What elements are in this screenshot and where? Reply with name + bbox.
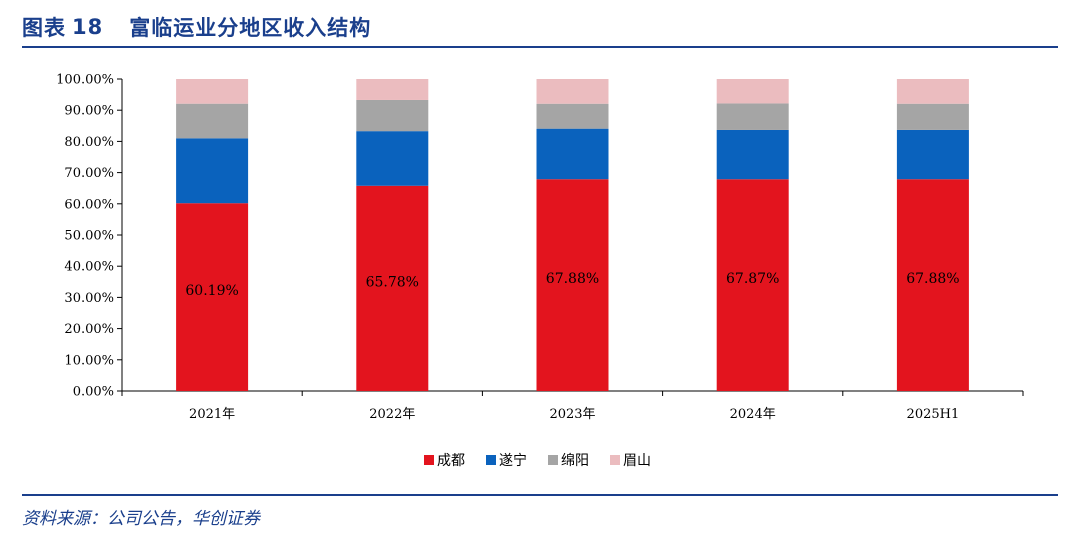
bar-segment	[536, 179, 609, 391]
bar-segment	[716, 103, 789, 130]
bar-segment	[356, 131, 429, 186]
bar-segment	[356, 185, 429, 391]
bar-segment	[356, 99, 429, 132]
legend: 成都 遂宁 绵阳 眉山	[424, 452, 651, 469]
bar-segment	[536, 103, 609, 129]
bar-segment	[896, 103, 969, 130]
legend-label: 成都	[437, 453, 465, 469]
bar-segment	[176, 103, 249, 139]
bar-segment	[896, 179, 969, 391]
x-tick-label: 2023年	[549, 407, 595, 422]
bottom-rule	[22, 494, 1058, 496]
x-tick-label: 2021年	[189, 407, 235, 422]
y-tick-label: 50.00%	[64, 229, 114, 244]
data-label: 67.87%	[726, 271, 779, 287]
figure-title: 图表 18 富临运业分地区收入结构	[22, 10, 371, 44]
data-labels: 60.19% 65.78% 67.88% 67.87% 67.88%	[185, 271, 959, 299]
y-tick-label: 90.00%	[64, 104, 114, 119]
y-tick-label: 10.00%	[64, 353, 114, 368]
data-label: 65.78%	[366, 274, 419, 290]
bar-segment	[896, 79, 969, 104]
bar-segment	[356, 79, 429, 100]
chart-title: 富临运业分地区收入结构	[129, 16, 372, 40]
legend-label: 绵阳	[561, 452, 589, 469]
bars	[176, 79, 969, 391]
data-label: 67.88%	[906, 271, 959, 287]
bar-segment	[716, 79, 789, 104]
bar-segment	[176, 138, 249, 204]
y-tick-label: 30.00%	[64, 291, 114, 306]
y-tick-label: 70.00%	[64, 166, 114, 181]
legend-label: 眉山	[623, 453, 651, 469]
legend-label: 遂宁	[499, 452, 527, 469]
source-note: 资料来源：公司公告，华创证券	[22, 509, 260, 529]
bar-segment	[716, 129, 789, 180]
data-label: 67.88%	[546, 271, 599, 287]
x-tick-label: 2024年	[730, 407, 776, 422]
y-tick-label: 80.00%	[64, 135, 114, 150]
legend-swatch	[548, 455, 558, 465]
legend-swatch	[610, 455, 620, 465]
figure-number: 18	[72, 15, 104, 39]
y-tick-label: 60.00%	[64, 197, 114, 212]
bar-segment	[896, 129, 969, 180]
figure-label: 图表	[22, 16, 66, 40]
data-label: 60.19%	[185, 283, 238, 299]
x-tick-label: 2025H1	[907, 407, 960, 422]
bar-segment	[536, 128, 609, 180]
y-tick-label: 20.00%	[64, 322, 114, 337]
bar-segment	[716, 179, 789, 391]
y-tick-label: 100.00%	[56, 73, 114, 88]
legend-swatch	[486, 455, 496, 465]
top-rule	[22, 46, 1058, 48]
x-axis: 2021年 2022年 2023年 2024年 2025H1	[121, 390, 1024, 422]
bar-segment	[176, 79, 249, 104]
y-axis: 0.00% 10.00% 20.00% 30.00% 40.00% 50.00% 60.00…	[56, 73, 123, 400]
y-tick-label: 40.00%	[64, 260, 114, 275]
x-tick-label: 2022年	[369, 407, 415, 422]
bar-segment	[176, 203, 249, 391]
bar-segment	[536, 79, 609, 104]
legend-swatch	[424, 455, 434, 465]
y-tick-label: 0.00%	[73, 385, 114, 400]
